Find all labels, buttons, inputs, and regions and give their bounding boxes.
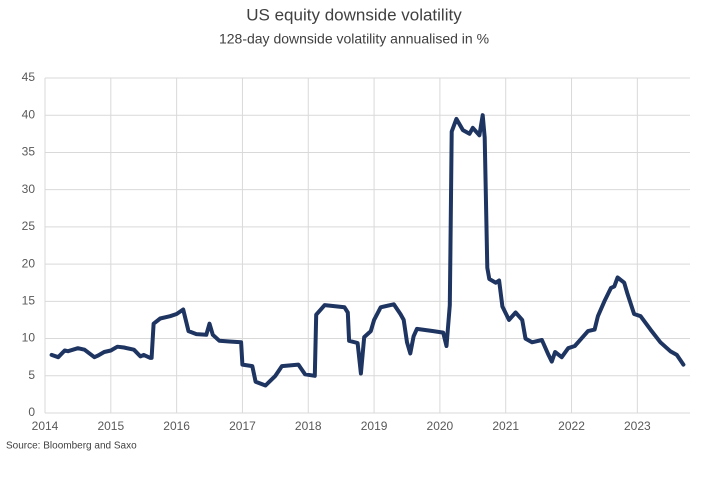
- y-tick-label: 10: [22, 331, 36, 345]
- y-tick-label: 0: [28, 405, 35, 419]
- y-tick-label: 30: [22, 182, 36, 196]
- y-tick-label: 25: [22, 219, 36, 233]
- chart-title: US equity downside volatility: [246, 5, 462, 24]
- x-tick-label: 2015: [97, 419, 124, 433]
- x-tick-label: 2023: [624, 419, 651, 433]
- y-tick-label: 15: [22, 294, 36, 308]
- y-tick-label: 5: [28, 368, 35, 382]
- data-line: [49, 113, 686, 388]
- chart-subtitle: 128-day downside volatility annualised i…: [219, 31, 489, 47]
- x-tick-label: 2020: [427, 419, 454, 433]
- source-note: Source: Bloomberg and Saxo: [6, 441, 137, 452]
- y-tick-label: 35: [22, 145, 36, 159]
- x-tick-label: 2017: [229, 419, 256, 433]
- x-tick-label: 2016: [163, 419, 190, 433]
- x-tick-label: 2014: [32, 419, 59, 433]
- x-tick-label: 2019: [361, 419, 388, 433]
- x-tick-label: 2021: [492, 419, 519, 433]
- x-tick-label: 2022: [558, 419, 585, 433]
- x-tick-label: 2018: [295, 419, 322, 433]
- y-tick-label: 20: [22, 256, 36, 270]
- y-tick-label: 45: [22, 70, 36, 84]
- y-tick-label: 40: [22, 107, 36, 121]
